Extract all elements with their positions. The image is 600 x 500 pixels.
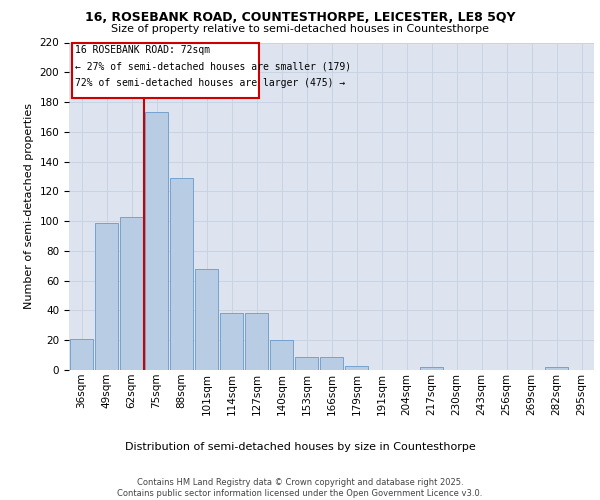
Bar (145, 112, 168, 370)
Text: Contains HM Land Registry data © Crown copyright and database right 2025.
Contai: Contains HM Land Registry data © Crown c… (118, 478, 482, 498)
Bar (245, 314, 268, 370)
Bar (345, 366, 368, 370)
Bar (120, 216, 143, 370)
Text: ← 27% of semi-detached houses are smaller (179): ← 27% of semi-detached houses are smalle… (75, 62, 352, 72)
Bar (95, 222, 118, 370)
Bar (170, 178, 193, 370)
Bar (420, 367, 443, 370)
Bar (545, 367, 568, 370)
Text: 16 ROSEBANK ROAD: 72sqm: 16 ROSEBANK ROAD: 72sqm (75, 46, 211, 56)
Text: 16, ROSEBANK ROAD, COUNTESTHORPE, LEICESTER, LE8 5QY: 16, ROSEBANK ROAD, COUNTESTHORPE, LEICES… (85, 11, 515, 24)
Text: 72% of semi-detached houses are larger (475) →: 72% of semi-detached houses are larger (… (75, 78, 346, 88)
Bar (320, 356, 343, 370)
Bar (270, 340, 293, 370)
Text: Size of property relative to semi-detached houses in Countesthorpe: Size of property relative to semi-detach… (111, 24, 489, 34)
Bar (70, 338, 93, 370)
Bar (295, 356, 318, 370)
Text: Distribution of semi-detached houses by size in Countesthorpe: Distribution of semi-detached houses by … (125, 442, 475, 452)
FancyBboxPatch shape (71, 42, 259, 98)
Bar (195, 269, 218, 370)
Y-axis label: Number of semi-detached properties: Number of semi-detached properties (24, 104, 34, 309)
Bar (220, 314, 243, 370)
